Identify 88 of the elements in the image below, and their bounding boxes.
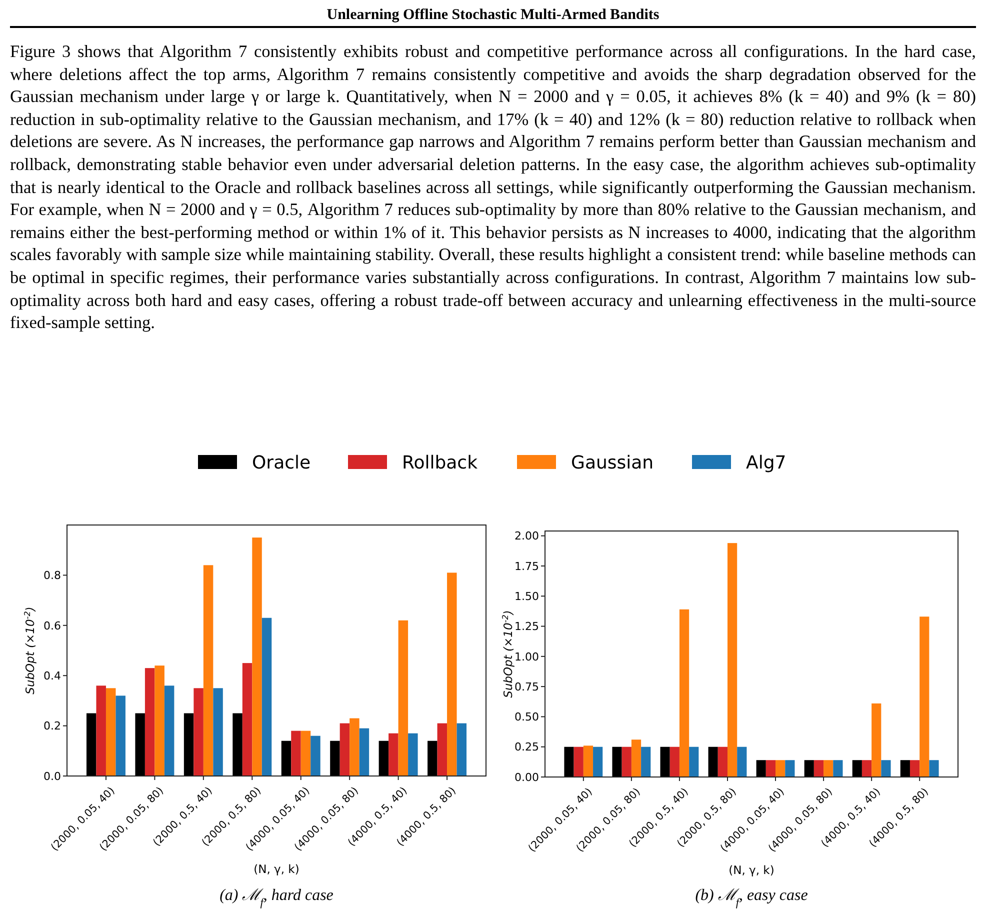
bar (631, 740, 642, 777)
bar (564, 746, 574, 777)
y-tick-label: 0.6 (44, 619, 61, 632)
legend-label: Gaussian (571, 452, 654, 474)
bar (612, 746, 622, 777)
text: (a) ℳ$_{f}$, hard case (220, 887, 334, 909)
bar (622, 746, 632, 777)
bar (135, 713, 145, 776)
bar (583, 746, 594, 777)
bar (154, 666, 164, 776)
y-tick-label: 1.25 (514, 620, 539, 634)
bar (388, 733, 398, 776)
bar (330, 740, 340, 776)
bar (756, 760, 766, 777)
y-tick-label: 2.00 (514, 530, 539, 543)
bar (833, 760, 843, 777)
bar (262, 618, 272, 776)
bar (641, 746, 651, 777)
bar (310, 736, 320, 776)
x-axis-title: (N, γ, k) (254, 862, 300, 876)
bar (852, 760, 862, 777)
bar (872, 703, 882, 777)
bar (281, 740, 292, 776)
x-axis-title: (N, γ, k) (728, 863, 774, 877)
text: Unlearning Offline Stochastic Multi-Armed Bandits (10, 7, 976, 28)
bar (920, 616, 930, 777)
y-tick-label: 0.2 (44, 720, 61, 733)
bar (862, 760, 872, 777)
text: Figure 3 shows that Algorithm 7 consistently exhibits robust and competitive performance across all configurations. In the hard case, where deletions affect the top arms, Algorithm 7 remains consistently competitive and avoids the sharp degradation observed for the Gaussian mechanism under large γ or large k. Quantitatively, when N = 2000 and γ = 0.05, it achieves 8% (k = 40) and 9% (k = 80) reduction in sub-optimality relative to the Gaussian mechanism, and 17% (k = 40) and 12% (k = 80) reduction relative to rollback when deletions are severe. As N increases, the performance gap narrows and Algorithm 7 remains perform better than Gaussian mechanism and rollback, demonstrating stable behavior even under adversarial deletion patterns. In the easy case, the algorithm achieves sub-optimality that is nearly identical to the Oracle and rollback baselines across all settings, while significantly outperforming the Gaussian mechanism. For example, when N = 2000 and γ = 0.5, Algorithm 7 reduces sub-optimality by more than 80% relative to the Gaussian mechanism, and remains either the best-performing method or within 1% of it. This behavior persists as N increases to 4000, indicating that the algorithm scales favorably with sample size while maintaining stability. Overall, these results highlight a consistent trend: while baseline methods can be optimal in specific regimes, their performance varies substantially across configurations. In contrast, Algorithm 7 maintains low sub-optimality across both hard and easy cases, offering a robust trade-off between accuracy and unlearning effectiveness in the multi-source fixed-sample setting. (10, 42, 976, 332)
y-tick-label: 1.00 (514, 650, 539, 664)
bar (737, 746, 747, 777)
bar (106, 688, 116, 776)
bar (428, 740, 438, 776)
bar (574, 746, 584, 777)
bar (727, 543, 738, 777)
bar (593, 746, 603, 777)
bar (814, 760, 824, 777)
text: (b) ℳ$_{f}$, easy case (695, 887, 808, 909)
bar (398, 620, 408, 776)
y-tick-label: 0.00 (514, 770, 539, 784)
bar (900, 760, 910, 777)
bar (910, 760, 920, 777)
bar (660, 746, 670, 777)
legend-label: Rollback (402, 452, 478, 474)
bar (447, 572, 457, 776)
bar (184, 713, 194, 776)
bar (929, 760, 939, 777)
bar (350, 718, 360, 776)
bar (144, 668, 155, 776)
legend-label: Alg7 (746, 452, 786, 474)
bar (679, 609, 690, 777)
legend-label: Oracle (252, 452, 311, 474)
y-tick-label: 1.50 (514, 590, 539, 603)
bar (804, 760, 814, 777)
bar (437, 723, 448, 776)
y-tick-label: 1.75 (514, 560, 539, 573)
bar (378, 740, 389, 776)
bar (213, 688, 223, 776)
y-tick-label: 0.50 (514, 710, 539, 724)
bar (164, 686, 174, 776)
bar (340, 723, 350, 776)
bar (242, 663, 252, 776)
y-tick-label: 0.25 (514, 740, 539, 754)
bar (291, 730, 301, 776)
bar (96, 686, 106, 776)
y-tick-label: 0.75 (514, 680, 539, 694)
bar (86, 713, 96, 776)
bar (456, 723, 467, 776)
y-tick-label: 0.4 (44, 669, 61, 682)
bar (203, 565, 214, 776)
y-tick-label: 0.8 (44, 569, 61, 582)
bar (776, 760, 786, 777)
bar (881, 760, 891, 777)
bar (359, 728, 370, 776)
bar (232, 713, 242, 776)
bar (718, 746, 728, 777)
bar (408, 733, 418, 776)
bar (252, 538, 262, 776)
bar (116, 696, 126, 776)
bar (194, 688, 204, 776)
bar (708, 746, 718, 777)
bar (766, 760, 776, 777)
bar (670, 746, 680, 777)
bar (824, 760, 834, 777)
bar (689, 746, 699, 777)
bar (785, 760, 795, 777)
y-tick-label: 0.0 (44, 770, 61, 783)
bar (300, 730, 311, 776)
